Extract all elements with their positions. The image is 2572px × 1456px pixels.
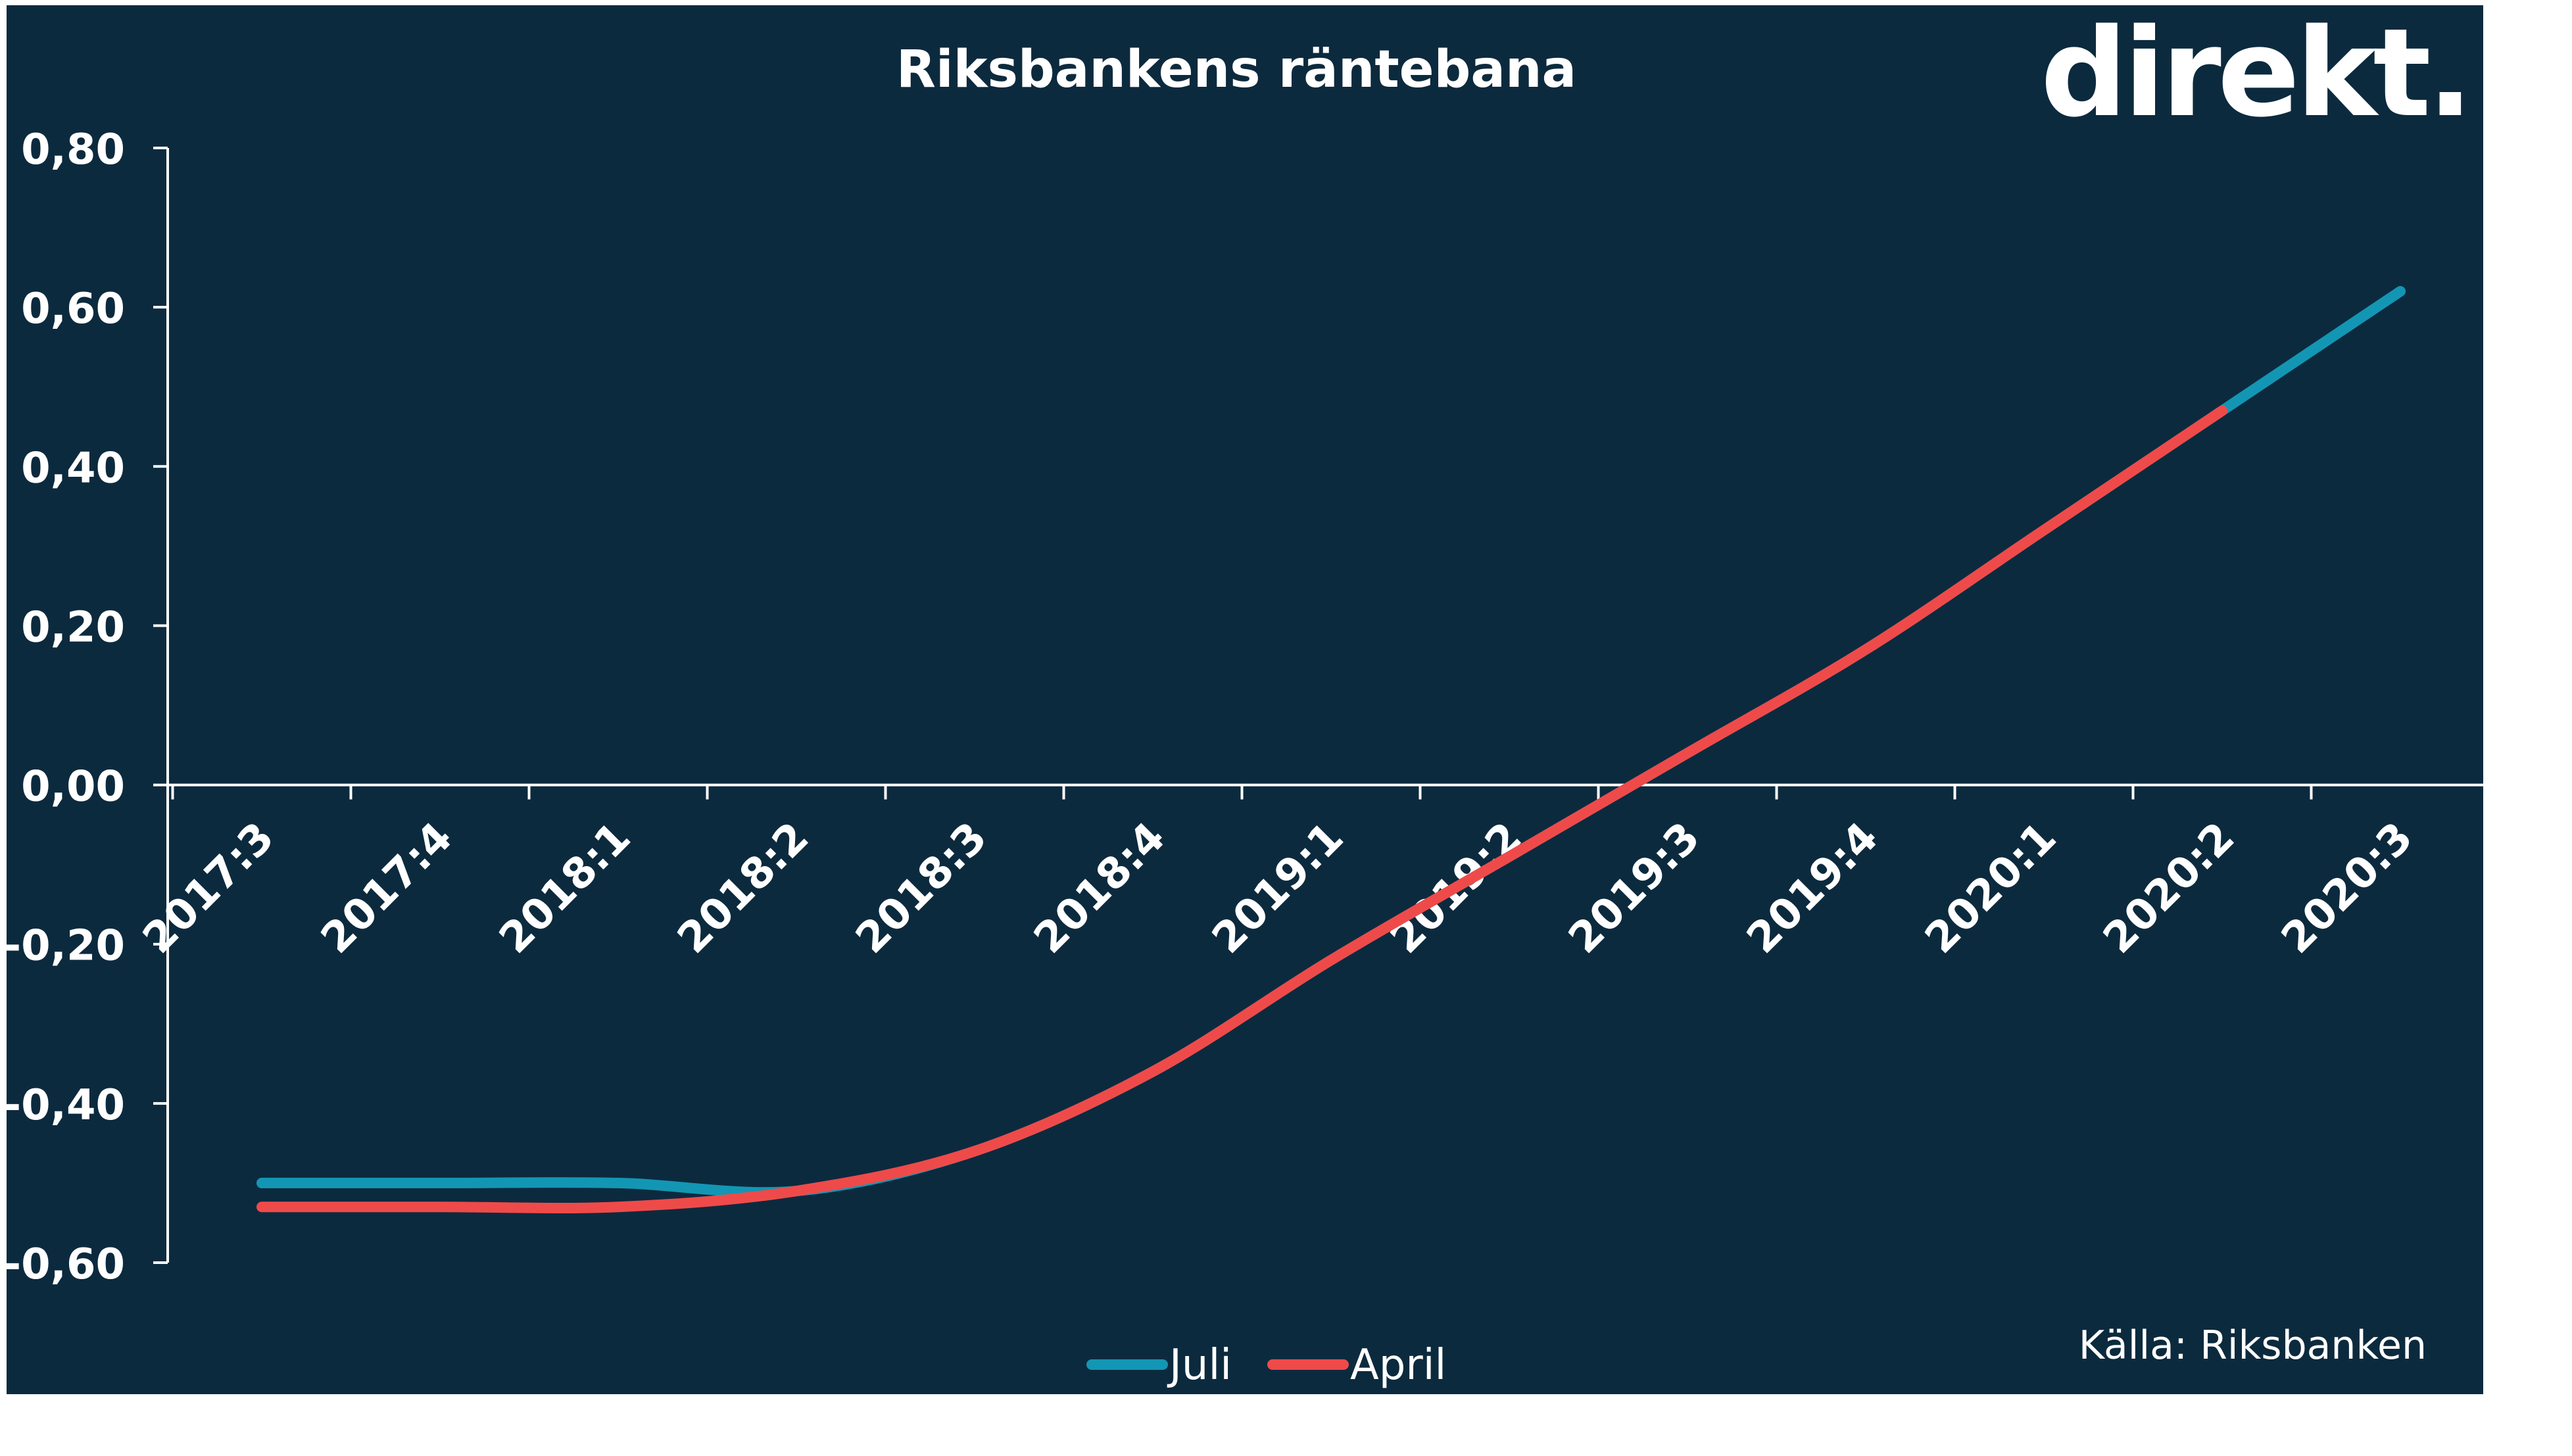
y-tick-label: 0,40 [21, 444, 125, 493]
y-tick-label: -0,20 [4, 922, 125, 971]
legend-label-juli: Juli [1167, 1341, 1232, 1390]
plot-area [256, 285, 2406, 1214]
legend-label-april: April [1350, 1341, 1446, 1390]
y-axis: 0,80 0,60 0,40 0,20 0,00 -0,20 -0,40 -0,60 [4, 126, 169, 1289]
y-tick-label: 0,60 [21, 285, 125, 333]
source-note: Källa: Riksbanken [2079, 1323, 2427, 1369]
brand-logo: direkt. [2041, 2, 2469, 144]
chart-background [7, 5, 2483, 1394]
series-line-april [256, 405, 2227, 1214]
y-tick-label: 0,80 [21, 126, 125, 174]
chart-title: Riksbankens räntebana [896, 40, 1576, 99]
y-tick-label: 0,20 [21, 603, 125, 652]
y-tick-label: -0,40 [4, 1081, 125, 1130]
y-tick-label: 0,00 [21, 763, 125, 812]
legend: Juli April [1086, 1341, 1446, 1390]
y-tick-label: -0,60 [4, 1240, 125, 1289]
